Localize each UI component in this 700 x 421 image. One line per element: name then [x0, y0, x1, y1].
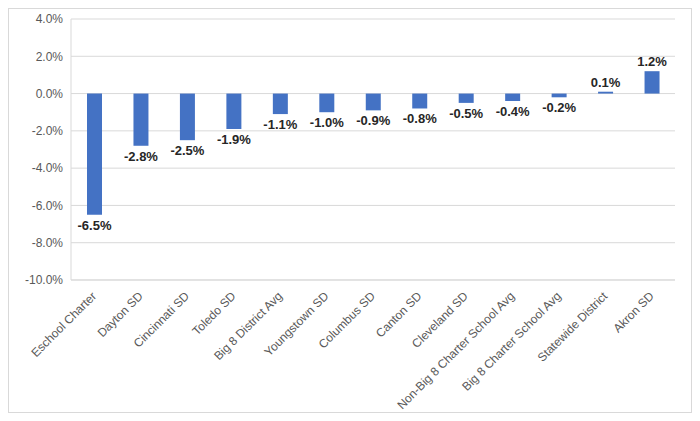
- svg-text:1.2%: 1.2%: [637, 54, 667, 69]
- svg-text:-8.0%: -8.0%: [32, 236, 64, 250]
- svg-text:-0.2%: -0.2%: [542, 100, 576, 115]
- svg-text:-2.5%: -2.5%: [170, 143, 204, 158]
- svg-text:Columbus SD: Columbus SD: [316, 289, 378, 351]
- svg-text:Statewide District: Statewide District: [535, 289, 611, 365]
- svg-text:0.1%: 0.1%: [591, 75, 621, 90]
- svg-text:-1.0%: -1.0%: [310, 115, 344, 130]
- svg-text:Canton SD: Canton SD: [373, 289, 425, 341]
- svg-text:Dayton SD: Dayton SD: [94, 289, 146, 340]
- svg-text:-2.8%: -2.8%: [124, 149, 158, 164]
- svg-text:-0.4%: -0.4%: [496, 104, 530, 119]
- svg-text:Youngstown SD: Youngstown SD: [262, 289, 332, 359]
- svg-text:-4.0%: -4.0%: [32, 161, 64, 175]
- svg-text:-1.9%: -1.9%: [217, 132, 251, 147]
- svg-text:-0.8%: -0.8%: [403, 111, 437, 126]
- svg-text:-10.0%: -10.0%: [25, 273, 63, 287]
- svg-text:Eschool Charter: Eschool Charter: [28, 289, 99, 360]
- svg-text:Big 8 Charter School Avg: Big 8 Charter School Avg: [459, 289, 564, 394]
- svg-text:-2.0%: -2.0%: [32, 124, 64, 138]
- svg-text:Akron SD: Akron SD: [611, 289, 657, 335]
- svg-text:Non-Big 8 Charter School Avg: Non-Big 8 Charter School Avg: [394, 289, 518, 412]
- svg-text:-0.5%: -0.5%: [449, 106, 483, 121]
- svg-text:Cleveland SD: Cleveland SD: [409, 289, 471, 351]
- svg-text:-0.9%: -0.9%: [356, 113, 390, 128]
- svg-text:-1.1%: -1.1%: [263, 117, 297, 132]
- svg-text:4.0%: 4.0%: [36, 12, 64, 26]
- svg-text:Cincinnati SD: Cincinnati SD: [131, 289, 193, 351]
- svg-text:Toledo SD: Toledo SD: [190, 289, 239, 338]
- svg-text:-6.0%: -6.0%: [32, 199, 64, 213]
- svg-text:Big 8 District Avg: Big 8 District Avg: [211, 289, 285, 363]
- svg-text:2.0%: 2.0%: [36, 50, 64, 64]
- svg-text:-6.5%: -6.5%: [78, 218, 112, 233]
- svg-text:0.0%: 0.0%: [36, 87, 64, 101]
